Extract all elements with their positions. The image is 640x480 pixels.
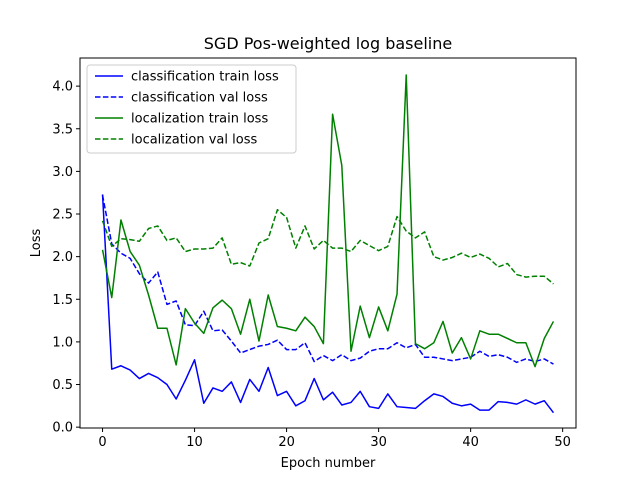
y-tick-label-7: 3.5 bbox=[52, 122, 73, 137]
y-tick-label-1: 0.5 bbox=[52, 378, 73, 393]
y-axis-ticks: 0.0 0.5 1.0 1.5 2.0 2.5 3.0 3.5 4.0 bbox=[52, 80, 80, 436]
legend-label-2: localization train loss bbox=[131, 112, 268, 127]
series-line-3 bbox=[101, 209, 554, 285]
x-tick-label-3: 30 bbox=[370, 435, 387, 450]
y-axis-label: Loss bbox=[29, 229, 44, 258]
y-tick-label-3: 1.5 bbox=[52, 293, 73, 308]
series-line-2 bbox=[101, 74, 555, 368]
y-tick-label-2: 1.0 bbox=[52, 335, 73, 350]
legend-box bbox=[86, 64, 297, 154]
x-tick-label-2: 20 bbox=[278, 435, 295, 450]
legend-label-3: localization val loss bbox=[131, 133, 257, 148]
chart-title: SGD Pos-weighted log baseline bbox=[204, 34, 452, 53]
legend: classification train loss classification … bbox=[86, 64, 297, 154]
legend-label-1: classification val loss bbox=[131, 91, 268, 106]
x-axis-label: Epoch number bbox=[281, 456, 376, 471]
legend-label-0: classification train loss bbox=[131, 70, 279, 85]
plot-frame bbox=[79, 57, 577, 429]
y-tick-label-6: 3.0 bbox=[52, 165, 73, 180]
y-tick-label-0: 0.0 bbox=[52, 421, 73, 436]
y-tick-label-4: 2.0 bbox=[52, 250, 73, 265]
x-tick-label-0: 0 bbox=[98, 435, 106, 450]
y-tick-label-8: 4.0 bbox=[52, 80, 73, 95]
x-axis-ticks: 0 10 20 30 40 50 bbox=[98, 428, 571, 450]
x-tick-label-1: 10 bbox=[186, 435, 203, 450]
plot-lines bbox=[101, 74, 555, 414]
y-tick-label-5: 2.5 bbox=[52, 208, 73, 223]
x-tick-label-5: 50 bbox=[554, 435, 571, 450]
series-line-0 bbox=[101, 194, 555, 414]
series-line-1 bbox=[101, 195, 554, 365]
x-tick-label-4: 40 bbox=[462, 435, 479, 450]
